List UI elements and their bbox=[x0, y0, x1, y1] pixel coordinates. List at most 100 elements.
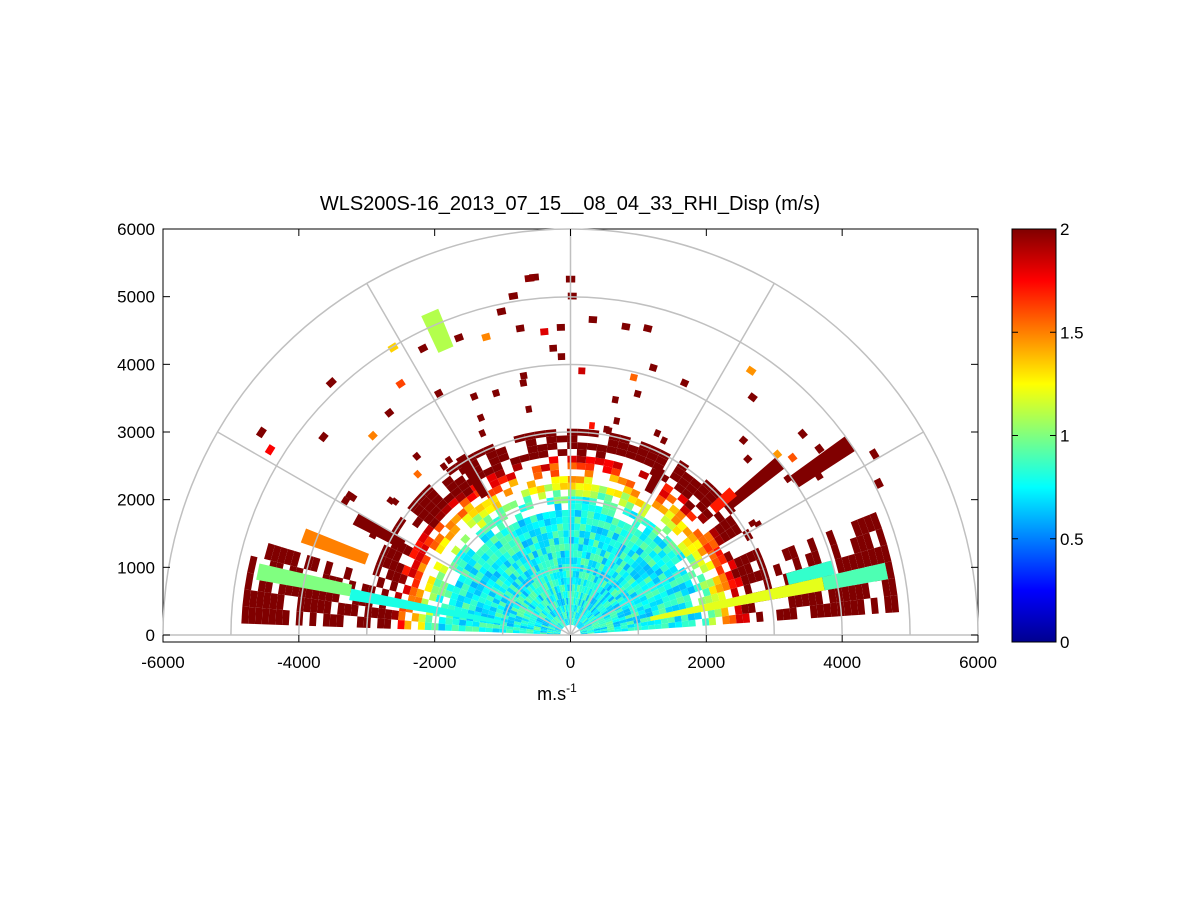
data-cell bbox=[565, 597, 569, 605]
data-cell bbox=[343, 603, 352, 616]
data-cell bbox=[568, 543, 574, 551]
data-cell bbox=[670, 598, 679, 607]
data-cell bbox=[578, 571, 583, 579]
data-cell bbox=[478, 566, 488, 575]
data-cell bbox=[714, 523, 726, 535]
data-cell bbox=[576, 605, 580, 613]
data-cell bbox=[463, 502, 475, 514]
data-cell bbox=[725, 514, 737, 528]
data-cell bbox=[428, 517, 440, 529]
data-cell bbox=[584, 572, 590, 580]
data-cell bbox=[742, 613, 751, 623]
data-cell bbox=[472, 621, 480, 628]
data-cell bbox=[521, 620, 529, 625]
data-cell bbox=[576, 612, 580, 620]
data-cell bbox=[571, 604, 574, 612]
data-cell bbox=[580, 607, 586, 615]
data-cell bbox=[431, 493, 444, 506]
data-cell bbox=[551, 594, 557, 602]
data-cell bbox=[583, 601, 589, 609]
data-cell bbox=[498, 545, 508, 555]
data-cell bbox=[462, 486, 474, 498]
data-cell bbox=[325, 376, 337, 389]
data-cell bbox=[697, 512, 709, 525]
data-cell bbox=[402, 544, 414, 557]
data-cell bbox=[423, 524, 435, 537]
data-cell bbox=[577, 605, 581, 613]
data-cell bbox=[582, 618, 589, 625]
data-cell bbox=[694, 612, 702, 620]
data-cell bbox=[675, 576, 685, 585]
data-cell bbox=[666, 520, 677, 531]
data-cell bbox=[583, 619, 590, 625]
data-cell bbox=[433, 388, 444, 398]
data-cell bbox=[567, 597, 570, 605]
data-cell bbox=[632, 572, 641, 581]
data-cell bbox=[543, 582, 549, 591]
data-cell bbox=[514, 578, 522, 586]
data-cell bbox=[543, 598, 550, 606]
data-cell bbox=[290, 550, 301, 568]
data-cell bbox=[529, 615, 537, 621]
data-cell bbox=[730, 587, 740, 598]
data-cell bbox=[659, 590, 669, 599]
data-cell bbox=[619, 560, 627, 569]
data-cell bbox=[538, 613, 546, 619]
data-cell bbox=[567, 591, 570, 598]
data-cell bbox=[526, 595, 534, 602]
data-cell bbox=[703, 531, 715, 543]
data-cell bbox=[415, 588, 425, 599]
data-cell bbox=[448, 598, 457, 607]
data-cell bbox=[585, 623, 593, 628]
data-cell bbox=[702, 542, 714, 554]
data-cell bbox=[581, 551, 587, 559]
data-cell bbox=[382, 557, 393, 570]
data-cell bbox=[627, 588, 636, 596]
data-cell bbox=[622, 522, 632, 532]
data-cell bbox=[545, 545, 552, 554]
data-cell bbox=[630, 543, 640, 553]
data-cell bbox=[538, 555, 546, 563]
data-cell bbox=[556, 557, 562, 566]
data-cell bbox=[494, 468, 506, 479]
data-cell bbox=[559, 571, 564, 579]
data-cell bbox=[734, 576, 744, 588]
data-cell bbox=[681, 573, 691, 583]
data-cell bbox=[417, 621, 426, 630]
data-cell bbox=[525, 405, 533, 414]
data-cell bbox=[707, 549, 718, 561]
data-cell bbox=[540, 547, 548, 556]
data-cell bbox=[632, 584, 641, 592]
data-cell bbox=[585, 594, 590, 602]
data-cell bbox=[489, 544, 499, 554]
data-cell bbox=[579, 627, 586, 631]
data-cell bbox=[523, 531, 532, 540]
data-cell bbox=[537, 562, 544, 571]
data-cell bbox=[551, 619, 558, 625]
data-cell bbox=[444, 624, 453, 631]
data-cell bbox=[531, 465, 542, 474]
data-cell bbox=[424, 501, 437, 513]
data-cell bbox=[611, 395, 620, 404]
data-cell bbox=[671, 604, 680, 612]
data-cell bbox=[618, 498, 628, 508]
data-cell bbox=[580, 629, 587, 633]
data-cell bbox=[587, 614, 594, 620]
data-cell bbox=[546, 605, 553, 612]
data-cell bbox=[627, 444, 640, 454]
data-cell bbox=[531, 590, 538, 598]
data-cell bbox=[511, 545, 520, 554]
data-cell bbox=[741, 603, 750, 614]
data-cell bbox=[636, 447, 649, 458]
data-cell bbox=[702, 508, 714, 520]
data-cell bbox=[620, 579, 628, 587]
data-cell bbox=[669, 471, 682, 483]
data-cell bbox=[392, 550, 403, 563]
data-cell bbox=[591, 546, 598, 555]
data-cell bbox=[580, 630, 588, 633]
data-cell bbox=[555, 510, 563, 518]
data-cell bbox=[565, 618, 569, 626]
data-cell bbox=[714, 583, 724, 594]
data-cell bbox=[454, 491, 467, 503]
data-cell bbox=[645, 567, 655, 576]
